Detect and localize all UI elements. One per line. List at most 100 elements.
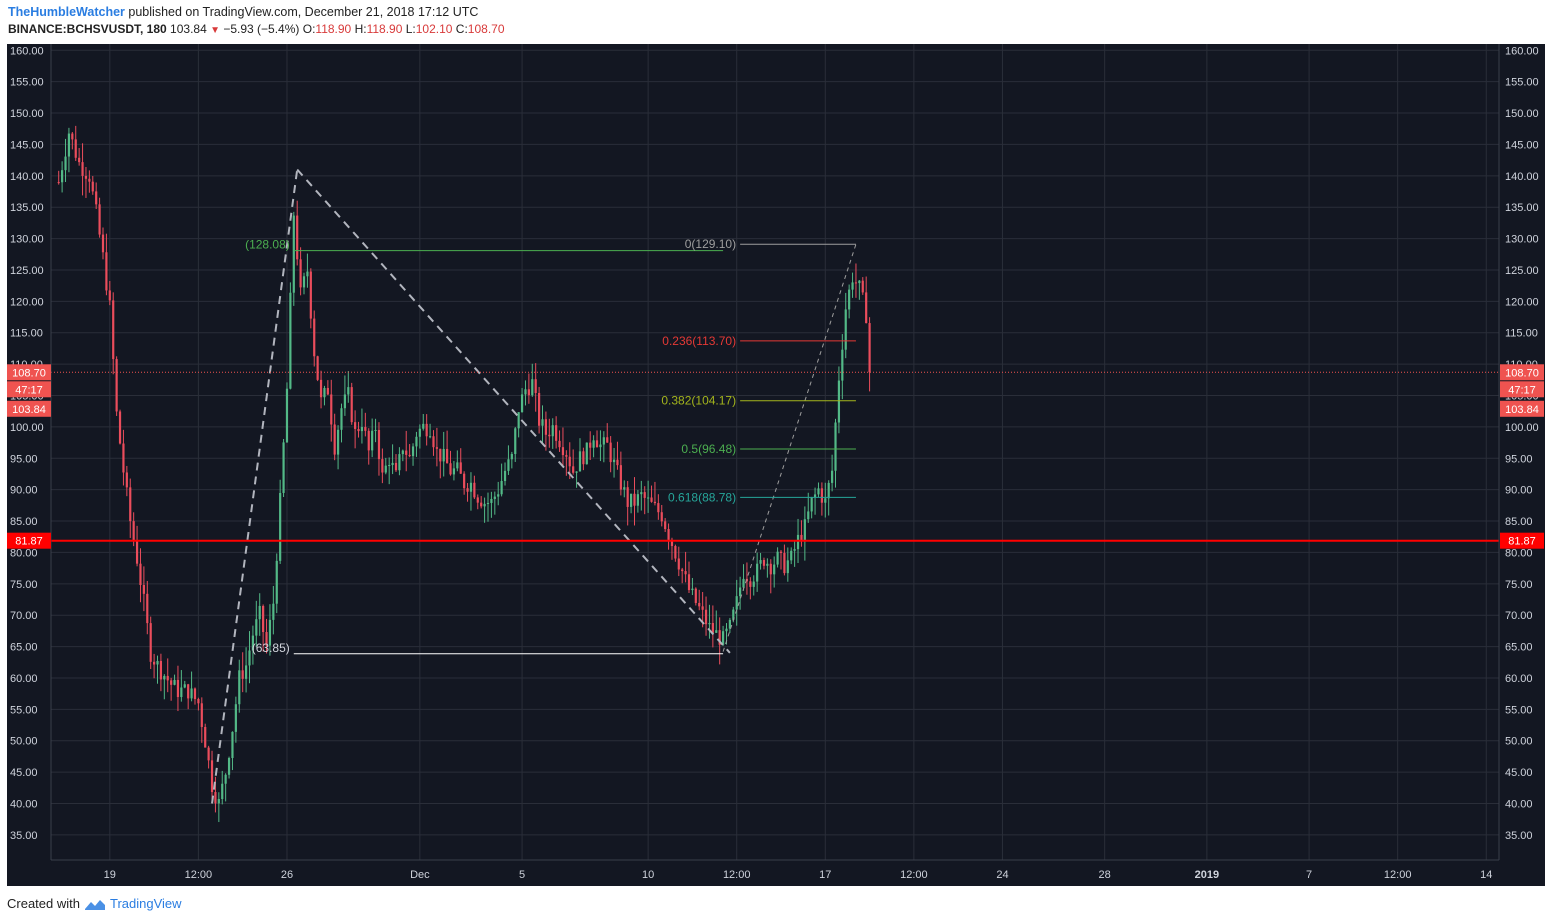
candle-body bbox=[643, 492, 646, 498]
price-badge-left: 108.70 bbox=[12, 367, 46, 379]
plot-area[interactable] bbox=[51, 44, 1499, 860]
candle-body bbox=[623, 487, 626, 490]
price-chart[interactable]: (128.08) (63.85) 0(129.10) 0.236(113.70) 0.3… bbox=[0, 0, 1551, 895]
candle-body bbox=[466, 488, 469, 492]
fib-level-label: 0.382(104.17) bbox=[661, 394, 736, 408]
candle-body bbox=[95, 191, 98, 205]
candle-body bbox=[238, 670, 241, 705]
price-badge-right: 108.70 bbox=[1505, 367, 1539, 379]
fib-level-label: 0.236(113.70) bbox=[662, 334, 736, 348]
tradingview-link[interactable]: TradingView bbox=[109, 896, 182, 911]
y-tick-label-left: 160.00 bbox=[10, 45, 44, 57]
x-tick-label: 7 bbox=[1306, 869, 1312, 881]
candle-body bbox=[357, 428, 360, 432]
candle-body bbox=[565, 455, 568, 457]
candle-body bbox=[418, 428, 421, 437]
y-tick-label-left: 125.00 bbox=[10, 265, 44, 277]
candle-body bbox=[534, 379, 537, 394]
candle-body bbox=[74, 139, 77, 158]
x-tick-label: 5 bbox=[519, 869, 525, 881]
candle-body bbox=[166, 675, 169, 681]
candle-body bbox=[633, 493, 636, 506]
candle-body bbox=[156, 660, 159, 665]
y-tick-label-left: 95.00 bbox=[10, 453, 38, 465]
candle-body bbox=[500, 480, 503, 495]
y-tick-label-right: 35.00 bbox=[1505, 830, 1533, 842]
price-badge-right-bg bbox=[1500, 364, 1544, 381]
candle-body bbox=[619, 465, 622, 490]
x-tick-label: 19 bbox=[104, 869, 116, 881]
candle-body bbox=[183, 684, 186, 688]
last-price: 103.84 bbox=[170, 22, 207, 36]
candle-body bbox=[742, 578, 745, 588]
candle-body bbox=[612, 459, 616, 463]
y-tick-label-right: 145.00 bbox=[1505, 139, 1539, 151]
candle-body bbox=[473, 482, 476, 498]
candle-body bbox=[316, 356, 319, 380]
candle-body bbox=[558, 440, 561, 448]
candle-body bbox=[796, 534, 800, 550]
candle-body bbox=[589, 442, 592, 448]
y-tick-label-left: 70.00 bbox=[10, 610, 38, 622]
candle-body bbox=[415, 436, 418, 447]
candle-body bbox=[112, 300, 115, 360]
candle-body bbox=[251, 635, 255, 651]
candle-body bbox=[234, 704, 237, 732]
author-link[interactable]: TheHumbleWatcher bbox=[8, 5, 125, 19]
last-close-badge-right-bg bbox=[1500, 400, 1544, 417]
candle-body bbox=[350, 387, 353, 423]
fib-level-label: 0(129.10) bbox=[685, 237, 736, 251]
candle-body bbox=[766, 563, 769, 566]
x-tick-label: 2019 bbox=[1195, 869, 1219, 881]
candle-body bbox=[483, 503, 486, 507]
y-tick-label-left: 120.00 bbox=[10, 296, 44, 308]
candle-body bbox=[408, 454, 411, 457]
candle-body bbox=[660, 512, 663, 522]
candle-body bbox=[800, 534, 803, 542]
candle-body bbox=[446, 448, 449, 464]
fib-level-label: 0.618(88.78) bbox=[668, 490, 736, 504]
candle-body bbox=[524, 389, 527, 395]
y-tick-label-left: 100.00 bbox=[10, 422, 44, 434]
last-close-badge-left-bg bbox=[7, 400, 51, 417]
candle-body bbox=[725, 628, 728, 632]
candle-body bbox=[807, 511, 810, 520]
candle-body bbox=[282, 442, 285, 493]
y-tick-label-left: 45.00 bbox=[10, 767, 38, 779]
candle-body bbox=[629, 493, 633, 507]
candle-body bbox=[749, 581, 752, 587]
candle-body bbox=[190, 688, 193, 699]
candle-body bbox=[647, 497, 650, 499]
candle-body bbox=[848, 289, 851, 310]
candle-body bbox=[476, 497, 479, 503]
drawings: (128.08) (63.85) 0(129.10) 0.236(113.70) 0.3… bbox=[51, 168, 1499, 804]
candle-body bbox=[592, 440, 595, 448]
candle-body bbox=[125, 472, 128, 488]
candle-body bbox=[91, 181, 94, 192]
grid bbox=[51, 44, 1499, 860]
publish-info: TheHumbleWatcher published on TradingVie… bbox=[8, 5, 478, 19]
x-tick-label: 26 bbox=[281, 869, 293, 881]
candle-body bbox=[323, 387, 326, 398]
candle-body bbox=[865, 292, 868, 324]
x-tick-label: 12:00 bbox=[1384, 869, 1412, 881]
candle-body bbox=[851, 282, 854, 290]
published-text: published on TradingView.com, December 2… bbox=[128, 5, 479, 19]
y-tick-label-right: 125.00 bbox=[1505, 265, 1539, 277]
candle-body bbox=[381, 459, 384, 473]
candle-body bbox=[428, 436, 432, 438]
open-value: 118.90 bbox=[315, 22, 352, 36]
candle-body bbox=[548, 434, 551, 437]
candle-body bbox=[694, 588, 697, 603]
candle-body bbox=[108, 290, 111, 301]
candle-body bbox=[861, 280, 864, 293]
tradingview-logo-icon bbox=[84, 899, 105, 910]
y-tick-label-right: 95.00 bbox=[1505, 453, 1533, 465]
candle-body bbox=[129, 487, 132, 522]
candle-body bbox=[258, 605, 261, 620]
candle-body bbox=[139, 563, 142, 586]
candle-body bbox=[405, 450, 408, 455]
candle-body bbox=[561, 447, 565, 456]
candle-body bbox=[827, 482, 830, 499]
y-tick-label-right: 140.00 bbox=[1505, 171, 1539, 183]
